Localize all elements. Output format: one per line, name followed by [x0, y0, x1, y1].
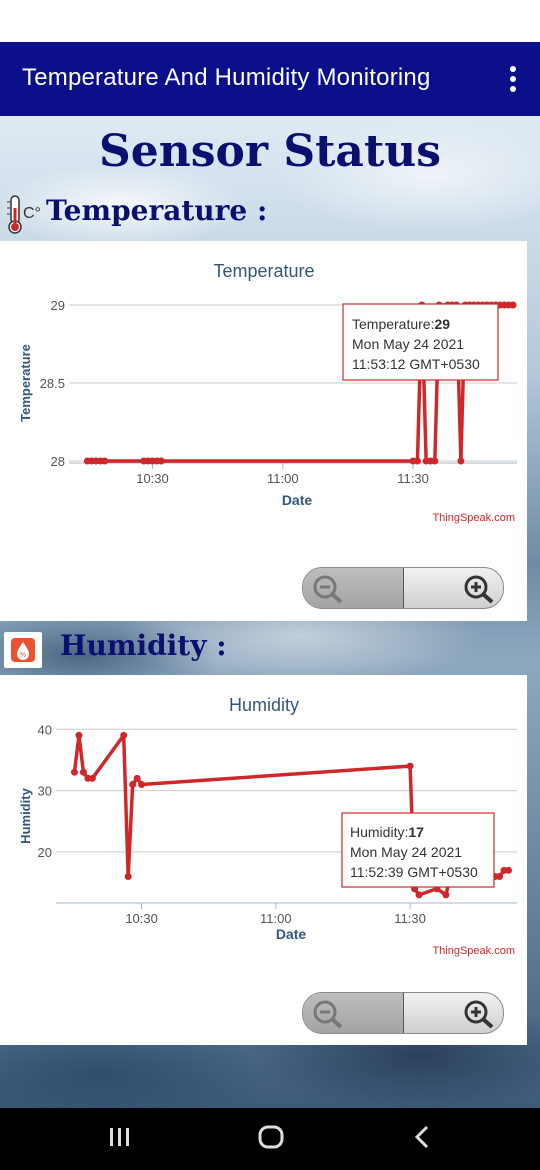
tooltip-value: 17	[408, 824, 424, 840]
humidity-zoom-out-button[interactable]	[303, 993, 404, 1033]
tooltip-prefix: Humidity:	[350, 824, 408, 840]
tooltip-value: 29	[434, 316, 450, 332]
humidity-chart-card: Humidity Humidity Date ThingSpeak.com 20…	[0, 675, 527, 1045]
temperature-y-axis-label: Temperature	[18, 344, 33, 422]
humidity-x-tick-label: 11:00	[260, 911, 292, 926]
temperature-data-point	[157, 457, 165, 465]
humidity-data-point	[75, 731, 83, 739]
humidity-data-point	[129, 780, 137, 788]
celsius-text: C°	[23, 205, 41, 222]
humidity-data-point	[406, 762, 414, 770]
humidity-data-point	[88, 774, 96, 782]
zoom-in-icon	[464, 1000, 494, 1029]
temperature-zoom-control	[302, 567, 504, 609]
page-heading: Sensor Status	[98, 126, 442, 177]
temperature-x-tick-label: 11:30	[397, 471, 429, 486]
home-icon[interactable]	[256, 1122, 286, 1157]
humidity-data-point	[138, 780, 146, 788]
temperature-chart-card: Temperature Temperature Date ThingSpeak.…	[0, 241, 527, 621]
humidity-x-axis-label: Date	[276, 926, 307, 942]
temperature-chart-title: Temperature	[213, 261, 314, 281]
temperature-zoom-in-button[interactable]	[404, 568, 503, 608]
temperature-y-tick-label: 28	[51, 454, 65, 469]
humidity-data-point	[70, 768, 78, 776]
humidity-chart[interactable]: Humidity Humidity Date ThingSpeak.com 20…	[0, 675, 527, 1045]
humidity-data-point	[496, 872, 504, 880]
temperature-x-tick-label: 10:30	[136, 471, 169, 486]
zoom-out-icon	[313, 1000, 343, 1029]
tooltip-prefix: Temperature:	[352, 316, 434, 332]
temperature-credit: ThingSpeak.com	[432, 512, 515, 524]
humidity-tooltip: Humidity:17 Mon May 24 2021 11:52:39 GMT…	[341, 812, 495, 888]
temperature-y-tick-label: 29	[51, 298, 65, 313]
temperature-chart[interactable]: Temperature Temperature Date ThingSpeak.…	[0, 241, 527, 621]
temperature-data-point	[101, 457, 109, 465]
humidity-percent-text: %	[20, 652, 26, 659]
system-nav-bar	[0, 1108, 540, 1170]
status-bar	[0, 0, 540, 42]
app-title: Temperature And Humidity Monitoring	[22, 64, 431, 91]
temperature-data-point	[431, 457, 439, 465]
humidity-data-point	[120, 731, 128, 739]
humidity-section-label: Humidity :	[60, 629, 227, 662]
back-icon[interactable]	[410, 1122, 434, 1157]
humidity-drop-icon: %	[4, 632, 42, 668]
temperature-tooltip: Temperature:29 Mon May 24 2021 11:53:12 …	[342, 303, 499, 381]
humidity-data-point	[124, 872, 132, 880]
more-vert-icon[interactable]	[508, 66, 518, 96]
temperature-data-point	[509, 301, 517, 309]
humidity-y-tick-label: 30	[38, 784, 52, 799]
zoom-in-icon	[464, 575, 494, 604]
thermometer-celsius-icon: C°	[2, 194, 44, 236]
humidity-data-point	[79, 768, 87, 776]
humidity-y-tick-label: 20	[38, 845, 52, 860]
humidity-x-tick-label: 10:30	[125, 911, 158, 926]
humidity-zoom-in-button[interactable]	[404, 993, 503, 1033]
humidity-chart-title: Humidity	[229, 695, 299, 715]
svg-text:Humidity:17: Humidity:17	[350, 824, 424, 840]
tooltip-date: Mon May 24 2021	[352, 336, 464, 352]
humidity-zoom-control	[302, 992, 504, 1034]
tooltip-date: Mon May 24 2021	[350, 844, 462, 860]
app-bar: Temperature And Humidity Monitoring	[0, 42, 540, 116]
temperature-data-point	[413, 457, 421, 465]
tooltip-time: 11:53:12 GMT+0530	[352, 356, 480, 372]
humidity-data-point	[415, 891, 423, 899]
humidity-y-tick-label: 40	[38, 722, 52, 737]
recents-icon[interactable]	[108, 1122, 132, 1157]
temperature-section-label: Temperature :	[46, 194, 268, 227]
zoom-out-icon	[313, 575, 343, 604]
humidity-data-point	[505, 866, 513, 874]
temperature-x-axis-label: Date	[282, 492, 313, 508]
temperature-data-point	[457, 457, 465, 465]
humidity-y-axis-label: Humidity	[18, 787, 33, 843]
temperature-zoom-out-button[interactable]	[303, 568, 404, 608]
humidity-data-point	[133, 774, 141, 782]
temperature-y-tick-label: 28.5	[40, 376, 65, 391]
svg-text:Temperature:29: Temperature:29	[352, 316, 450, 332]
tooltip-time: 11:52:39 GMT+0530	[350, 864, 478, 880]
humidity-data-point	[442, 891, 450, 899]
temperature-x-tick-label: 11:00	[267, 471, 299, 486]
humidity-credit: ThingSpeak.com	[432, 945, 515, 957]
humidity-x-tick-label: 11:30	[394, 911, 426, 926]
